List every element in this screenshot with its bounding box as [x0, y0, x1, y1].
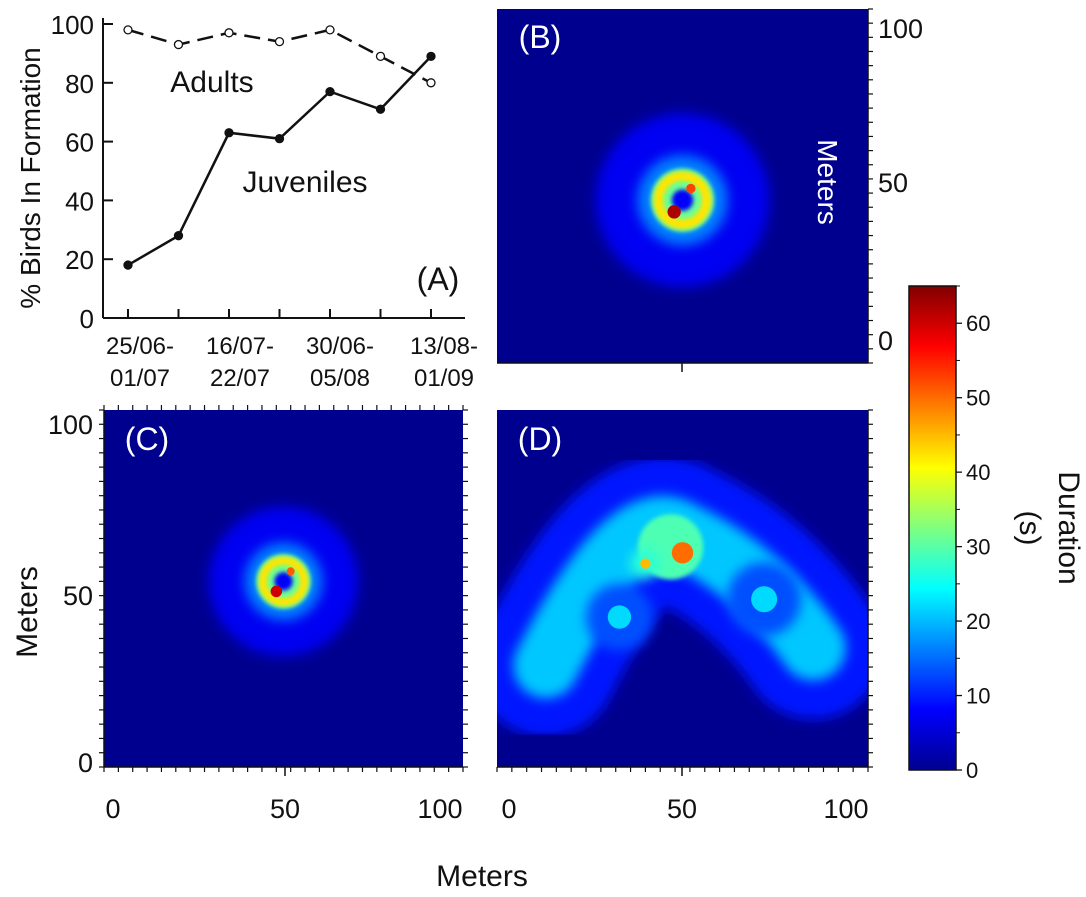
- colorbar-ticks: 0 10 20 30 40 50 60: [956, 285, 990, 783]
- panel-a-y-tick-label: 0: [80, 304, 94, 334]
- adults-point: [375, 51, 386, 61]
- juveniles-point: [325, 86, 335, 97]
- panel-c-frame: [103, 410, 463, 768]
- panel-c-ring-center: [274, 572, 293, 591]
- panel-d-spot-core: [751, 586, 778, 613]
- panel-a-axes: [102, 18, 465, 319]
- panel-a-x-ticks: 25/06- 01/07 16/07- 22/07 30/06- 05/08 13/08- 0…: [106, 309, 478, 392]
- juveniles-point: [173, 231, 184, 241]
- panel-b-y-ticks: 0 50 100: [681, 14, 923, 372]
- panel-c-minor-ticks: [99, 405, 468, 772]
- panel-a-y-tick-label: 20: [65, 245, 94, 275]
- panel-d-x-tick-label: 50: [667, 794, 697, 824]
- panel-b-hotspot: [667, 205, 681, 219]
- panel-a-x-tick-label-line2: 22/07: [210, 365, 270, 392]
- panel-b-y-tick-label: 0: [878, 326, 893, 356]
- panel-b-y-tick-label: 50: [878, 168, 908, 198]
- panel-d-label: (D): [518, 421, 562, 457]
- colorbar-tick-label: 60: [966, 311, 990, 336]
- adults-point: [274, 36, 285, 47]
- panel-b-y-tick-label: 100: [878, 14, 923, 44]
- panel-d-x-ticks: 0 50 100: [501, 767, 869, 824]
- panel-a-y-tick-label: 80: [65, 69, 94, 99]
- panel-a-label: (A): [417, 261, 460, 297]
- panel-c: 0 50 100 0 50 100 (C) Meters: [11, 405, 468, 824]
- colorbar-tick-label: 30: [966, 535, 990, 560]
- panel-c-y-tick-label: 50: [63, 581, 93, 611]
- panel-c-ring-peak: [258, 556, 309, 607]
- panel-a-y-tick-label: 40: [65, 186, 94, 216]
- panel-a-x-tick-label-line1: 13/08-: [410, 333, 478, 360]
- panel-d: 0 50 100 (D): [496, 409, 873, 824]
- juveniles-point: [426, 51, 436, 61]
- panel-a-y-tick-label: 100: [51, 10, 94, 40]
- colorbar-tick-label: 0: [966, 758, 978, 783]
- panel-d-heatmap: [497, 457, 868, 737]
- panel-b-hotspot: [686, 183, 696, 194]
- colorbar-tick-label: 40: [966, 460, 990, 485]
- panel-b-minor-ticks: [868, 8, 873, 364]
- colorbar-tick-label: 10: [966, 684, 990, 709]
- panel-b-heatmap: [595, 113, 770, 287]
- juveniles-point: [224, 128, 234, 138]
- panel-a-x-tick-label-line2: 05/08: [310, 365, 370, 392]
- adults-point: [123, 25, 133, 35]
- panel-c-hotspot: [286, 567, 295, 576]
- adults-point: [224, 28, 234, 38]
- colorbar: 0 10 20 30 40 50 60 Duration (s): [908, 285, 1085, 783]
- colorbar-title-line1: Duration: [1052, 471, 1085, 584]
- panel-c-x-tick-label: 50: [270, 794, 300, 824]
- panel-c-y-tick-label: 0: [78, 748, 93, 778]
- panel-c-hotspot: [270, 585, 283, 598]
- colorbar-title-line2: (s): [1013, 511, 1046, 546]
- panel-c-x-ticks: 0 50 100: [105, 767, 463, 824]
- panel-a-y-tick-label: 60: [65, 128, 94, 158]
- panel-b-ring-peak: [653, 171, 712, 229]
- panel-c-y-ticks: 0 50 100: [48, 410, 93, 778]
- panel-d-spot-core: [640, 558, 651, 569]
- adults-point: [325, 25, 335, 35]
- panel-a: 0 20 40 60 80 100 25/06- 01/07 16/07- 22/07 30/06…: [15, 10, 478, 392]
- juveniles-point: [375, 104, 386, 114]
- panel-d-minor-ticks: [496, 409, 873, 772]
- colorbar-gradient: [908, 285, 957, 771]
- adults-point: [173, 39, 184, 50]
- panel-d-hotspot: [671, 542, 694, 564]
- panel-c-x-tick-label: 100: [417, 794, 462, 824]
- panel-c-x-tick-label: 0: [105, 794, 120, 824]
- panel-a-x-tick-label-line1: 16/07-: [206, 333, 274, 360]
- panel-a-x-tick-label-line1: 25/06-: [106, 333, 174, 360]
- panel-c-label: (C): [125, 421, 169, 457]
- panel-a-y-ticks: 0 20 40 60 80 100: [51, 10, 113, 334]
- panel-b: 0 50 100 (B) Meters: [497, 8, 923, 372]
- shared-x-axis-label: Meters: [436, 860, 528, 893]
- juveniles-point: [123, 260, 133, 270]
- colorbar-tick-label: 20: [966, 609, 990, 634]
- juveniles-point: [274, 134, 285, 144]
- panel-b-y-axis-label: Meters: [812, 139, 843, 225]
- adults-point: [426, 78, 436, 88]
- juveniles-series-label: Juveniles: [242, 166, 367, 199]
- panel-d-x-tick-label: 0: [501, 794, 516, 824]
- panel-a-x-tick-label-line2: 01/09: [414, 365, 474, 392]
- panel-d-x-tick-label: 100: [823, 794, 868, 824]
- panel-c-heatmap: [208, 506, 359, 657]
- panel-c-y-axis-label: Meters: [11, 566, 44, 658]
- panel-a-x-tick-label-line2: 01/07: [110, 365, 170, 392]
- colorbar-tick-label: 50: [966, 386, 990, 411]
- panel-b-ring-center: [671, 189, 694, 211]
- panel-a-series: [123, 25, 436, 270]
- panel-d-spot-core: [607, 605, 632, 629]
- adults-series-label: Adults: [170, 66, 253, 99]
- panel-c-y-tick-label: 100: [48, 410, 93, 440]
- panel-b-label: (B): [519, 19, 562, 55]
- panel-a-y-axis-label: % Birds In Formation: [15, 47, 46, 308]
- panel-a-x-tick-label-line1: 30/06-: [306, 333, 374, 360]
